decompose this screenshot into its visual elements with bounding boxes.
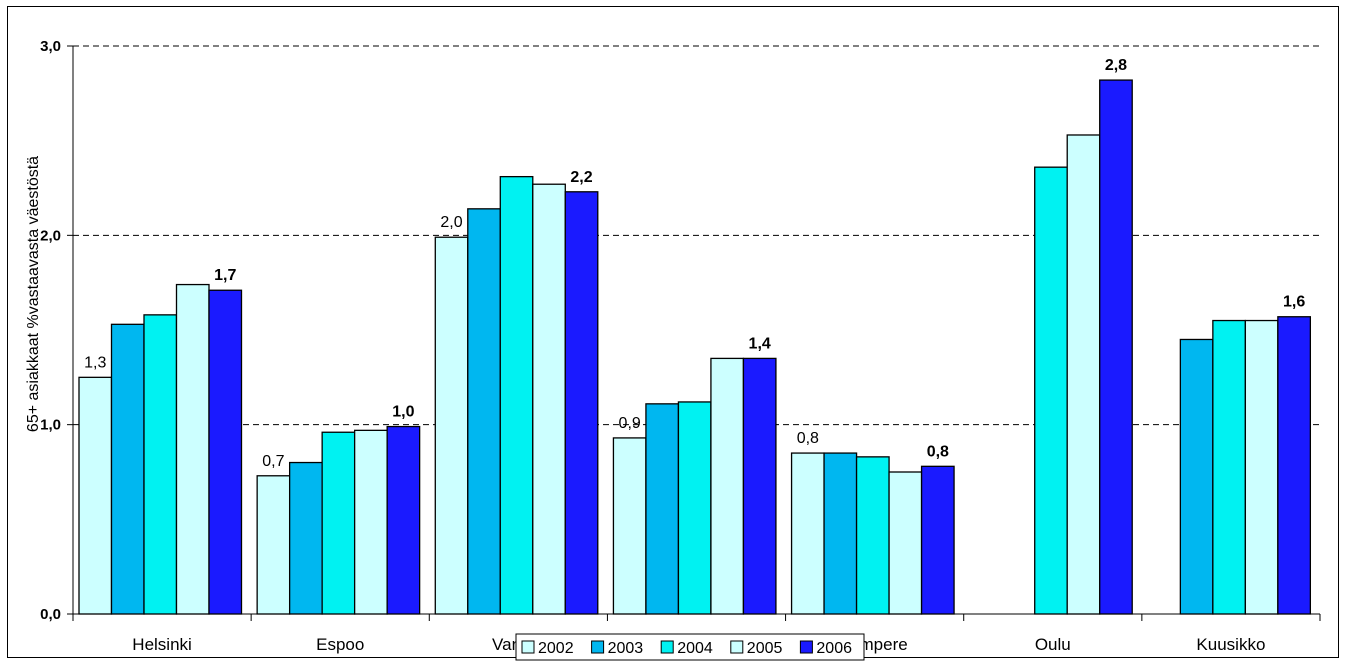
bar-espoo-2002 [256, 475, 291, 615]
legend-label: 2003 [608, 640, 644, 657]
bar-kuusikko-2004 [1212, 319, 1247, 615]
bar-vantaa-2004 [499, 175, 534, 615]
legend-label: 2002 [538, 640, 574, 657]
legend-label: 2004 [677, 640, 713, 657]
x-tick-label: Kuusikko [1196, 635, 1265, 654]
bar-tampere-2006 [920, 465, 955, 615]
bar-turku-2004 [677, 401, 712, 615]
bar-espoo-2005 [353, 429, 388, 615]
legend-swatch-2002 [521, 640, 535, 654]
bars [78, 79, 1312, 615]
data-label: 1,3 [84, 354, 106, 371]
bar-kuusikko-2005 [1244, 319, 1279, 615]
bar-helsinki-2004 [143, 314, 178, 615]
y-tick-label: 1,0 [40, 417, 61, 434]
x-tick-label: Oulu [1035, 635, 1071, 654]
bar-vantaa-2006 [564, 191, 599, 615]
bar-oulu-2006 [1099, 79, 1133, 615]
bar-turku-2005 [710, 357, 745, 615]
bar-tampere-2004 [855, 456, 890, 615]
y-tick-label: 3,0 [40, 38, 61, 55]
data-label: 1,7 [214, 267, 236, 284]
y-tick-label: 0,0 [40, 606, 61, 623]
data-label: 1,0 [392, 404, 414, 421]
x-tick-label: Espoo [316, 635, 364, 654]
legend-swatch-2006 [799, 640, 813, 654]
bar-espoo-2006 [386, 425, 421, 615]
data-label: 0,9 [619, 415, 641, 432]
data-label: 1,4 [749, 335, 771, 352]
data-label: 1,6 [1283, 294, 1305, 311]
data-label: 2,0 [440, 214, 462, 231]
legend-swatch-2004 [660, 640, 674, 654]
data-label: 0,7 [262, 453, 284, 470]
legend-swatch-2005 [730, 640, 744, 654]
data-label: 0,8 [927, 443, 949, 460]
legend-label: 2006 [816, 640, 852, 657]
bar-tampere-2002 [790, 452, 825, 615]
bar-tampere-2005 [888, 471, 923, 615]
bar-oulu-2004 [1034, 166, 1068, 615]
data-label: 2,8 [1105, 57, 1127, 74]
bar-turku-2003 [645, 403, 680, 615]
bar-vantaa-2002 [434, 236, 469, 615]
legend-swatch-2003 [591, 640, 605, 654]
axes: 0,0 1,0 2,0 3,0 [40, 38, 1321, 623]
bar-vantaa-2005 [532, 183, 566, 615]
data-label: 2,2 [570, 169, 592, 186]
bar-tampere-2003 [823, 452, 858, 615]
bar-kuusikko-2003 [1179, 338, 1214, 615]
bar-helsinki-2006 [208, 289, 243, 615]
data-label: 0,8 [797, 430, 819, 447]
bar-helsinki-2003 [110, 323, 145, 615]
bar-turku-2002 [612, 437, 647, 615]
bar-helsinki-2005 [175, 283, 210, 615]
x-tick-label: Helsinki [132, 635, 192, 654]
bar-turku-2006 [742, 357, 777, 615]
bar-espoo-2003 [288, 461, 323, 615]
bar-oulu-2005 [1066, 134, 1101, 615]
bar-espoo-2004 [321, 431, 356, 615]
bar-vantaa-2003 [467, 208, 501, 615]
bar-helsinki-2002 [78, 376, 113, 615]
legend-label: 2005 [747, 640, 783, 657]
y-axis-title: 65+ asiakkaat %vastaavasta väestöstä [25, 156, 42, 432]
bar-kuusikko-2006 [1277, 316, 1312, 615]
y-tick-label: 2,0 [40, 227, 61, 244]
gridlines [73, 45, 1320, 426]
legend: 2002 2003 2004 2005 2006 [515, 633, 865, 661]
